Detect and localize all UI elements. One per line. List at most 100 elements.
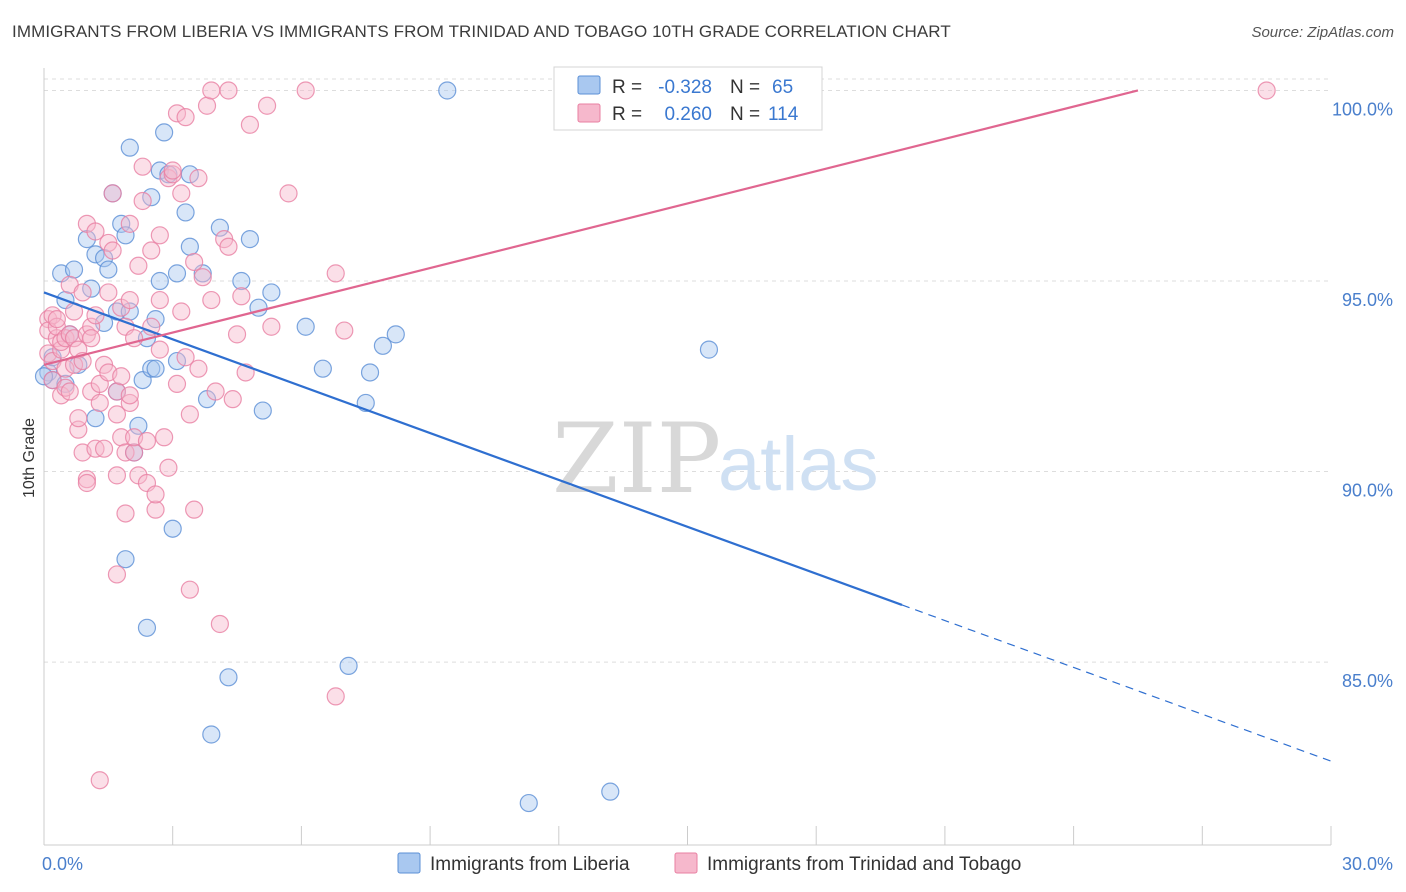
tt-r-value: 0.260 xyxy=(664,104,712,125)
tt-point xyxy=(279,184,298,203)
tt-point xyxy=(1257,81,1276,100)
liberia-point xyxy=(339,656,358,675)
tt-point xyxy=(202,81,221,100)
tt-point xyxy=(326,264,345,283)
liberia-point xyxy=(386,325,405,344)
tt-point xyxy=(150,226,169,245)
liberia-point xyxy=(116,226,135,245)
tt-point xyxy=(142,241,161,260)
tt-point xyxy=(137,431,157,451)
tt-point xyxy=(189,359,208,378)
liberia-point xyxy=(150,271,169,291)
tt-point xyxy=(112,367,131,386)
tt-point xyxy=(172,302,191,321)
x-tick-label: 0.0% xyxy=(42,854,83,874)
liberia-point xyxy=(142,359,161,378)
tt-n-label: N = xyxy=(730,104,760,125)
liberia-point xyxy=(82,279,101,298)
tt-point xyxy=(167,104,187,123)
data-points xyxy=(34,81,1276,813)
tt-point xyxy=(180,580,199,599)
tt-point xyxy=(103,241,122,260)
bottom-legend: Immigrants from Liberia Immigrants from … xyxy=(397,852,1021,875)
tt-point xyxy=(129,256,148,275)
chart-source: Source: ZipAtlas.com xyxy=(1251,24,1394,41)
tt-swatch xyxy=(577,103,601,123)
tt-point xyxy=(232,287,251,306)
liberia-point xyxy=(86,245,105,264)
liberia-point xyxy=(262,283,281,302)
liberia-point xyxy=(64,260,84,279)
liberia-point xyxy=(120,138,139,157)
tt-point xyxy=(120,386,139,405)
liberia-point xyxy=(129,416,148,435)
tt-point xyxy=(107,466,127,485)
tt-point xyxy=(150,340,169,359)
tt-point xyxy=(94,439,114,458)
liberia-point xyxy=(601,782,620,801)
liberia-r-label: R = xyxy=(612,77,642,98)
liberia-n-value: 65 xyxy=(772,77,793,98)
liberia-trend-line xyxy=(43,291,903,606)
tt-point xyxy=(120,290,139,310)
liberia-point xyxy=(146,359,165,378)
tt-point xyxy=(82,329,101,348)
tt-point xyxy=(133,157,152,176)
liberia-point xyxy=(86,409,105,428)
tt-point xyxy=(335,321,354,340)
tt-point xyxy=(77,470,97,489)
liberia-point xyxy=(142,188,161,207)
tt-point xyxy=(223,390,242,409)
tt-point xyxy=(185,252,204,272)
tt-point xyxy=(103,184,122,203)
liberia-point xyxy=(699,340,719,359)
tt-point xyxy=(219,81,238,100)
legend-tt-swatch xyxy=(674,852,698,874)
tt-point xyxy=(69,340,88,359)
liberia-point xyxy=(176,203,195,222)
liberia-point xyxy=(296,317,315,336)
tt-point xyxy=(90,393,109,413)
legend-liberia-label: Immigrants from Liberia xyxy=(430,854,630,875)
trend-lines xyxy=(43,89,1332,762)
tt-point xyxy=(227,325,247,344)
tt-point xyxy=(107,405,127,424)
liberia-point xyxy=(210,218,229,237)
tt-point xyxy=(262,317,281,336)
tt-point xyxy=(77,473,97,493)
liberia-point xyxy=(34,367,54,386)
tt-point xyxy=(159,458,178,477)
tt-point xyxy=(176,108,195,127)
watermark-atlas: atlas xyxy=(718,422,879,507)
tt-point xyxy=(163,161,182,180)
liberia-point xyxy=(155,123,174,142)
liberia-trend-extension xyxy=(901,604,1332,762)
y-axis-title: 10th Grade xyxy=(21,418,38,498)
tt-point xyxy=(185,500,204,519)
axes: 85.0% 90.0% 95.0% 100.0% 0.0% 30.0% xyxy=(42,68,1393,874)
tt-point xyxy=(146,500,165,519)
tt-point xyxy=(296,81,315,100)
liberia-swatch xyxy=(577,75,601,95)
tt-r-label: R = xyxy=(612,104,642,125)
tt-point xyxy=(257,96,277,115)
tt-trend-line xyxy=(43,89,1139,366)
stats-legend: R = -0.328 N = 65 R = 0.260 N = 114 xyxy=(553,66,823,131)
liberia-point xyxy=(253,401,272,420)
tt-point xyxy=(326,687,345,706)
tt-point xyxy=(124,443,144,462)
watermark-zip: ZIP xyxy=(552,403,721,515)
tt-point xyxy=(133,191,152,211)
legend-tt-label: Immigrants from Trinidad and Tobago xyxy=(707,854,1021,875)
y-tick-label: 95.0% xyxy=(1342,290,1393,310)
liberia-point xyxy=(137,618,157,637)
tt-point xyxy=(90,771,109,790)
liberia-point xyxy=(202,725,221,744)
tt-point xyxy=(189,169,208,188)
tt-point xyxy=(116,504,135,523)
y-tick-label: 90.0% xyxy=(1342,481,1393,501)
tt-point xyxy=(219,237,238,256)
tt-n-value: 114 xyxy=(768,104,799,125)
tt-point xyxy=(210,614,229,634)
